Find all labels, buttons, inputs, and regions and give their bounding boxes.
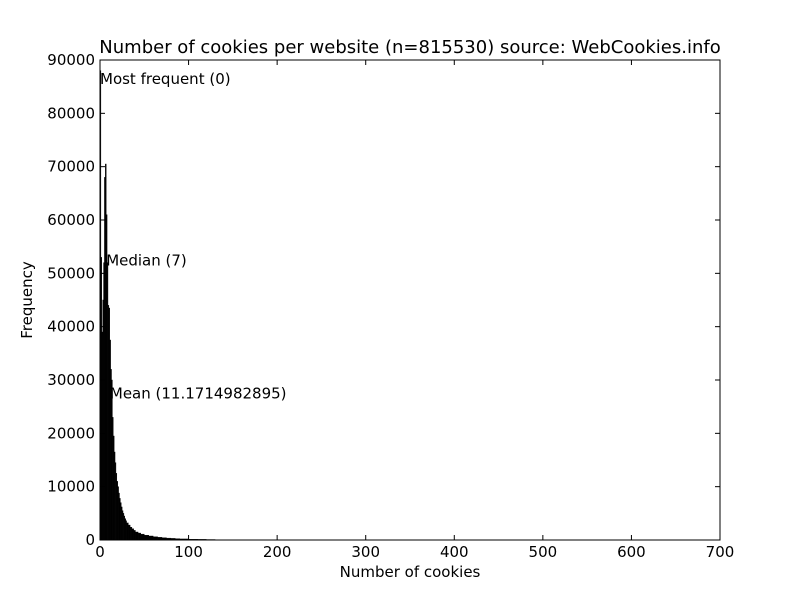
y-tick-label: 0 (85, 531, 95, 549)
x-tick-label: 0 (95, 543, 105, 561)
annotations-group: Most frequent (0) Median (7) Mean (11.1714… (100, 70, 287, 403)
annotation-label: Mean (11.1714982895) (110, 385, 287, 403)
y-tick-label: 20000 (47, 424, 95, 442)
y-axis-label: Frequency (18, 261, 36, 339)
histogram-bar (144, 535, 149, 541)
x-tick-label: 600 (617, 543, 646, 561)
x-tick-label: 300 (351, 543, 380, 561)
histogram-bar (135, 531, 139, 541)
x-tick-label: 500 (529, 543, 558, 561)
y-tick-label: 50000 (47, 264, 95, 282)
x-tick-label: 200 (263, 543, 292, 561)
histogram-bar (137, 532, 141, 541)
y-tick-label: 70000 (47, 158, 95, 176)
x-tick-label: 100 (174, 543, 203, 561)
x-tick-label: 400 (440, 543, 469, 561)
histogram-bar (133, 530, 136, 541)
y-tick-label: 10000 (47, 478, 95, 496)
histogram-bar (128, 524, 131, 541)
x-axis-ticks: 0 100 200 300 400 500 600 700 (95, 60, 734, 561)
y-tick-label: 40000 (47, 318, 95, 336)
y-tick-label: 80000 (47, 104, 95, 122)
histogram-bar (148, 535, 154, 541)
y-axis-ticks: 0 10000 20000 30000 40000 50000 60000 70000 8000… (47, 51, 720, 549)
y-tick-label: 60000 (47, 211, 95, 229)
x-tick-label: 700 (706, 543, 735, 561)
histogram-bar (126, 522, 129, 541)
histogram-bar (131, 528, 134, 541)
bars-group (99, 70, 216, 541)
y-tick-label: 30000 (47, 371, 95, 389)
y-tick-label: 90000 (47, 51, 95, 69)
annotation-label: Most frequent (0) (100, 70, 231, 88)
chart-title: Number of cookies per website (n=815530)… (99, 37, 720, 58)
histogram-bar (140, 533, 145, 541)
plot-frame (99, 59, 721, 541)
x-axis-label: Number of cookies (340, 563, 481, 581)
annotation-label: Median (7) (106, 251, 187, 269)
histogram-bar (129, 527, 133, 541)
